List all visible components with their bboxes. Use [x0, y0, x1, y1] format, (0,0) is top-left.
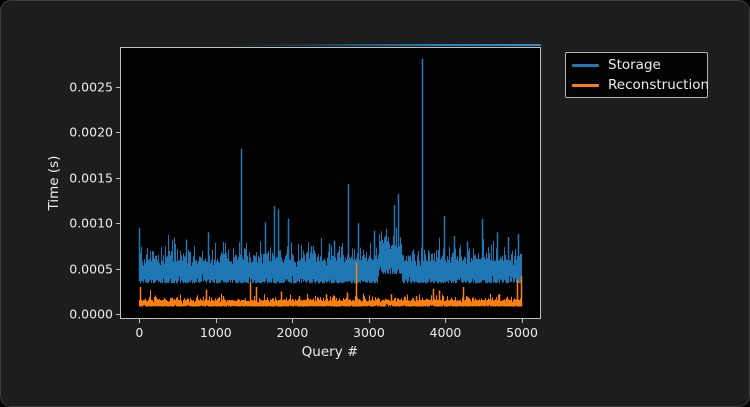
legend-label: Storage: [608, 57, 661, 73]
storage-line-top-segment: [231, 44, 541, 46]
y-tick-label: 0.0005: [69, 261, 113, 277]
x-tick-label: 5000: [506, 325, 538, 340]
x-tick-mark: [522, 319, 523, 323]
legend-label: Reconstruction: [608, 77, 710, 93]
y-tick-mark: [116, 86, 120, 88]
x-tick-label: 3000: [353, 325, 385, 340]
y-tick-label: 0.0015: [69, 170, 113, 186]
x-axis-title: Query #: [301, 344, 359, 360]
x-tick-mark: [139, 319, 141, 323]
legend: Storage Reconstruction: [565, 52, 709, 98]
legend-item: Reconstruction: [572, 75, 709, 95]
x-tick-mark: [368, 319, 370, 323]
legend-line-sample: [572, 63, 599, 67]
y-tick-mark: [116, 132, 120, 134]
x-tick-label: 1000: [199, 325, 232, 340]
x-tick-label: 4000: [429, 325, 462, 340]
x-tick-mark: [215, 319, 217, 323]
legend-line-sample: [572, 83, 599, 87]
y-tick-label: 0.0020: [69, 124, 113, 140]
y-tick-label: 0.0010: [69, 215, 113, 231]
y-tick-mark: [116, 314, 120, 316]
y-tick-mark: [116, 223, 120, 225]
x-tick-mark: [445, 319, 447, 323]
x-tick-label: 0: [135, 325, 144, 340]
x-tick-label: 2000: [276, 325, 309, 340]
y-tick-mark: [116, 177, 120, 179]
plot-area: [120, 47, 541, 319]
y-tick-label: 0.0000: [69, 306, 113, 322]
x-tick-mark: [292, 319, 294, 323]
y-tick-label: 0.0025: [69, 79, 113, 95]
chart-canvas: [121, 48, 540, 318]
y-tick-mark: [116, 268, 120, 270]
legend-item: Storage: [572, 55, 701, 75]
